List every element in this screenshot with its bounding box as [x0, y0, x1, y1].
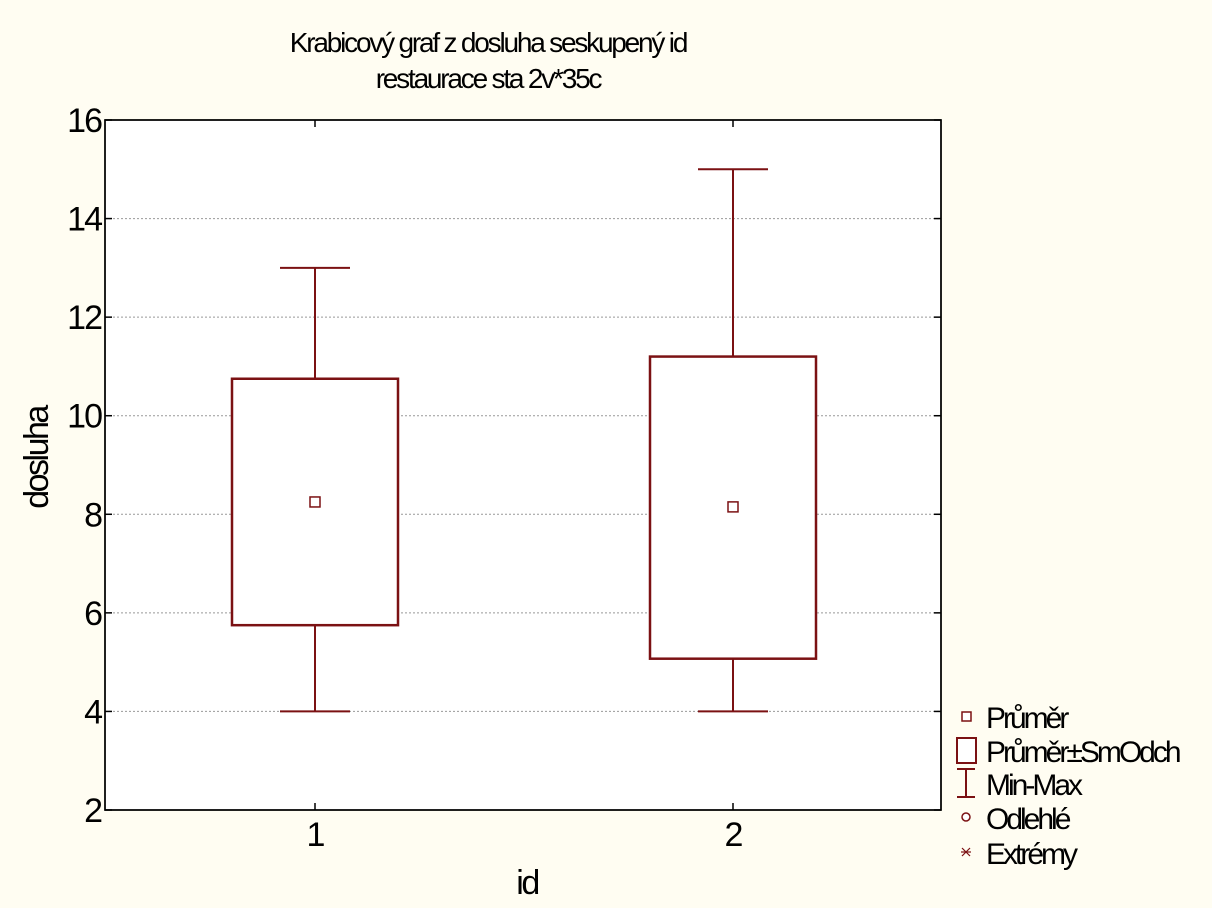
y-tick-label: 2	[84, 792, 102, 830]
mean-marker	[309, 496, 321, 508]
x-axis-label: id	[516, 864, 538, 902]
legend-entry: Extrémy	[961, 838, 1081, 871]
box-1	[230, 266, 400, 713]
y-tick-label: 10	[67, 398, 102, 436]
legend-label: Odlehlé	[986, 803, 1071, 836]
box-series	[230, 168, 818, 713]
box-icon	[956, 737, 977, 764]
y-axis-ticks: 2 4 6 8 10 12 14 16	[67, 102, 941, 830]
legend-entry: Průměr	[961, 702, 1072, 735]
box-rect	[648, 355, 818, 660]
x-tick-label: 2	[725, 816, 743, 854]
legend-entry: Průměr±SmOdch	[956, 736, 1183, 769]
box-2	[648, 168, 818, 713]
y-tick-label: 12	[67, 299, 102, 337]
legend-entry: Min-Max	[957, 768, 1086, 802]
y-tick-label: 4	[84, 693, 102, 731]
whisker-icon	[957, 768, 975, 798]
legend-label: Extrémy	[986, 838, 1078, 871]
y-tick-label: 8	[84, 496, 102, 534]
legend-label: Min-Max	[986, 769, 1083, 802]
y-axis-label: dosluha	[18, 405, 56, 509]
legend-label: Průměr	[986, 702, 1069, 735]
circle-icon	[961, 812, 971, 822]
plot-frame	[104, 119, 942, 811]
chart-subtitle: restaurace sta 2v*35c	[376, 63, 603, 94]
x-tick-label: 1	[307, 816, 325, 854]
mean-marker	[727, 501, 739, 513]
mean-square-icon	[961, 711, 972, 722]
legend-label: Průměr±SmOdch	[986, 736, 1180, 769]
legend-entry: Odlehlé	[961, 803, 1074, 836]
y-tick-label: 6	[84, 595, 102, 633]
chart-title: Krabicový graf z dosluha seskupený id	[290, 27, 687, 58]
star-icon	[961, 847, 971, 857]
y-tick-label: 14	[67, 201, 102, 239]
y-tick-label: 16	[67, 102, 102, 140]
